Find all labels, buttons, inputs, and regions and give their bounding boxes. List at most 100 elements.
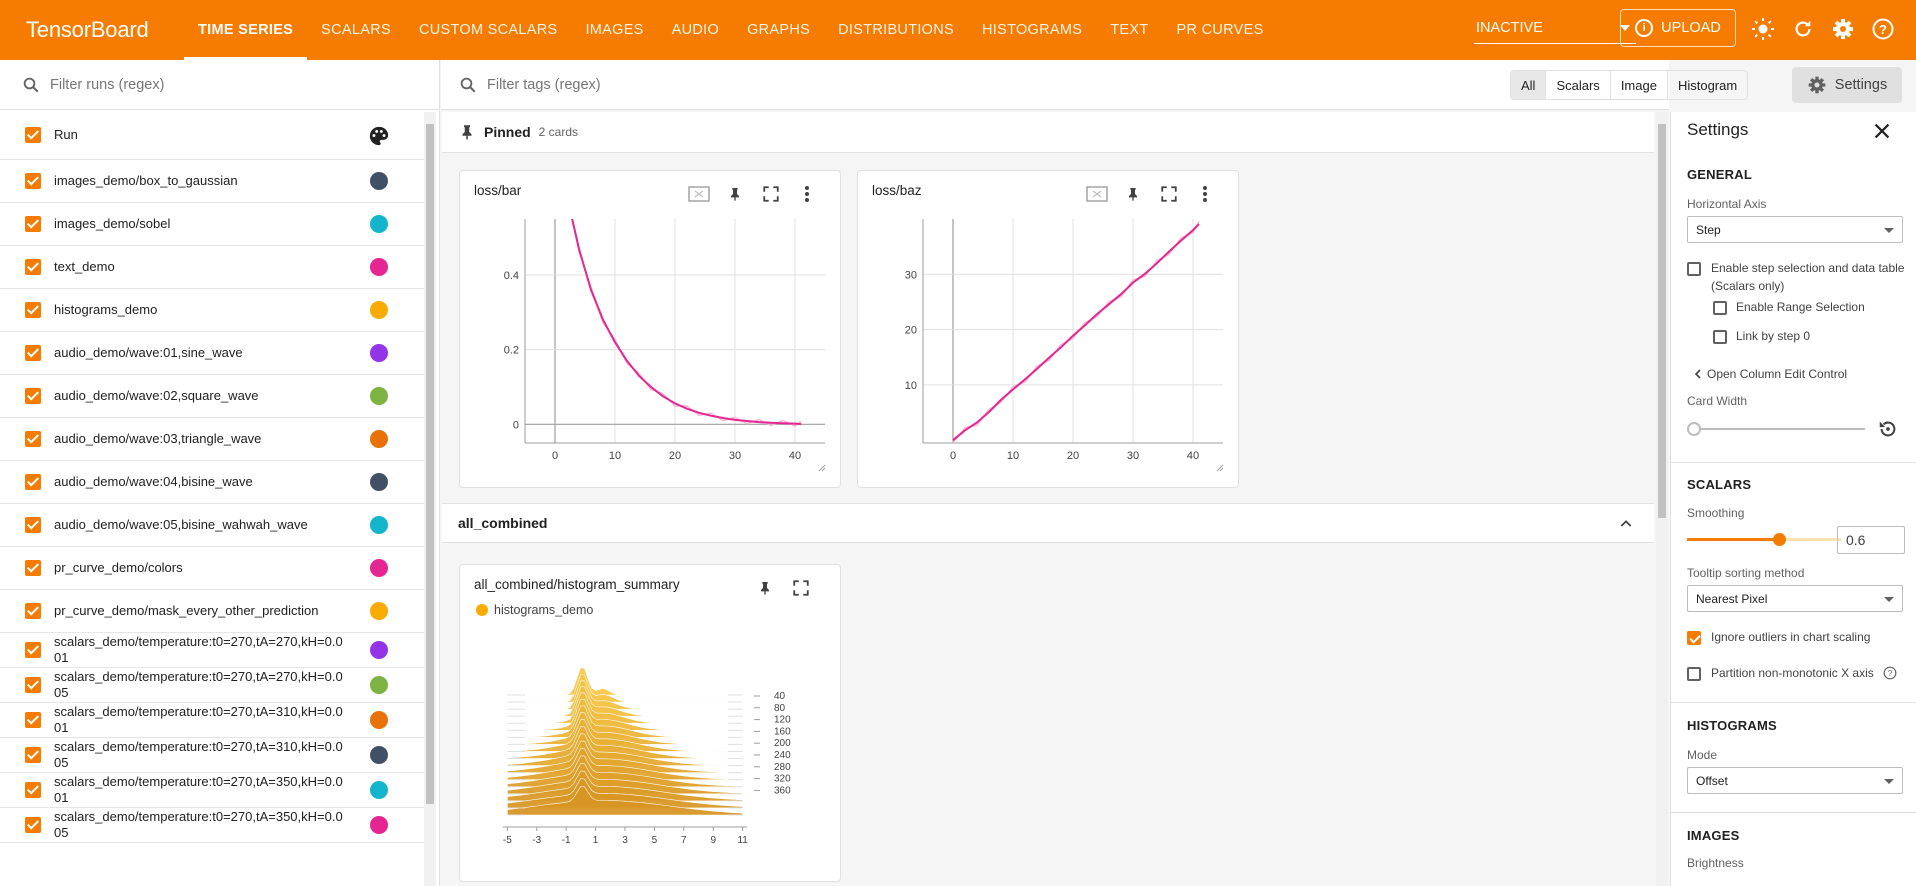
run-row[interactable]: audio_demo/wave:01,sine_wave (0, 332, 424, 375)
pin-button[interactable] (754, 577, 776, 599)
run-color-swatch[interactable] (370, 473, 388, 491)
tab-distributions[interactable]: DISTRIBUTIONS (838, 22, 955, 38)
smoothing-input[interactable]: 0.6 (1837, 526, 1905, 554)
run-color-swatch[interactable] (370, 746, 388, 764)
tab-audio[interactable]: AUDIO (671, 22, 720, 38)
run-checkbox[interactable] (25, 388, 41, 404)
select-all-checkbox[interactable] (25, 126, 41, 143)
run-row[interactable]: scalars_demo/temperature:t0=270,tA=270,k… (0, 668, 424, 703)
run-checkbox[interactable] (25, 817, 41, 833)
tab-images[interactable]: IMAGES (585, 22, 644, 38)
run-row[interactable]: scalars_demo/temperature:t0=270,tA=310,k… (0, 738, 424, 773)
run-color-swatch[interactable] (370, 641, 388, 659)
run-row[interactable]: scalars_demo/temperature:t0=270,tA=350,k… (0, 773, 424, 808)
more-options-button[interactable] (1194, 183, 1216, 205)
filter-all[interactable]: All (1511, 71, 1547, 99)
runs-scrollbar[interactable] (424, 112, 436, 886)
fullscreen-button[interactable] (790, 577, 812, 599)
app-title[interactable]: TensorBoard (26, 17, 149, 42)
run-checkbox[interactable] (25, 642, 41, 658)
run-checkbox[interactable] (25, 345, 41, 361)
card-width-slider-thumb[interactable] (1687, 422, 1701, 436)
inactive-plugins-select[interactable]: INACTIVE (1474, 12, 1636, 44)
run-checkbox[interactable] (25, 474, 41, 490)
run-row[interactable]: histograms_demo (0, 289, 424, 332)
tab-time-series[interactable]: TIME SERIES (184, 0, 308, 60)
run-row[interactable]: scalars_demo/temperature:t0=270,tA=310,k… (0, 703, 424, 738)
reload-button[interactable] (1790, 16, 1816, 42)
run-row[interactable]: pr_curve_demo/colors (0, 547, 424, 590)
partition-checkbox[interactable] (1687, 667, 1701, 681)
run-checkbox[interactable] (25, 603, 41, 619)
run-color-swatch[interactable] (370, 781, 388, 799)
run-filter[interactable]: Filter runs (regex) (0, 60, 439, 110)
tab-scalars[interactable]: SCALARS (321, 22, 391, 38)
loss-baz-chart[interactable]: 0 10 20 30 40 10 20 30 (858, 171, 1240, 489)
tab-text[interactable]: TEXT (1110, 22, 1149, 38)
run-color-swatch[interactable] (370, 430, 388, 448)
main-scrollbar[interactable] (1656, 112, 1668, 886)
tag-group-header[interactable]: all_combined (442, 503, 1654, 543)
fit-domain-button[interactable] (688, 183, 710, 205)
run-checkbox[interactable] (25, 517, 41, 533)
theme-toggle-button[interactable] (1750, 16, 1776, 42)
run-color-swatch[interactable] (370, 816, 388, 834)
run-checkbox[interactable] (25, 216, 41, 232)
run-color-swatch[interactable] (370, 559, 388, 577)
run-checkbox[interactable] (25, 712, 41, 728)
main-scrollbar-thumb[interactable] (1658, 124, 1666, 518)
run-row[interactable]: audio_demo/wave:03,triangle_wave (0, 418, 424, 461)
run-checkbox[interactable] (25, 747, 41, 763)
run-row[interactable]: audio_demo/wave:05,bisine_wahwah_wave (0, 504, 424, 547)
histogram-mode-select[interactable]: Offset (1687, 767, 1903, 794)
run-checkbox[interactable] (25, 302, 41, 318)
loss-bar-chart[interactable]: 0 10 20 30 40 0 0.2 0.4 (460, 171, 842, 489)
run-checkbox[interactable] (25, 431, 41, 447)
upload-button[interactable]: i UPLOAD (1620, 9, 1736, 47)
run-checkbox[interactable] (25, 560, 41, 576)
open-column-edit-button[interactable]: Open Column Edit Control (1693, 365, 1847, 383)
filter-image[interactable]: Image (1611, 71, 1668, 99)
range-selection-checkbox[interactable] (1713, 301, 1727, 315)
run-color-swatch[interactable] (370, 344, 388, 362)
run-row[interactable]: text_demo (0, 246, 424, 289)
chevron-up-icon[interactable] (1618, 516, 1634, 532)
run-row[interactable]: audio_demo/wave:02,square_wave (0, 375, 424, 418)
run-row[interactable]: audio_demo/wave:04,bisine_wave (0, 461, 424, 504)
palette-icon[interactable] (368, 125, 390, 147)
run-color-swatch[interactable] (370, 387, 388, 405)
run-checkbox[interactable] (25, 259, 41, 275)
run-row[interactable]: images_demo/box_to_gaussian (0, 160, 424, 203)
help-button[interactable]: ? (1870, 16, 1896, 42)
run-row[interactable]: images_demo/sobel (0, 203, 424, 246)
global-settings-button[interactable] (1830, 16, 1856, 42)
run-row[interactable]: pr_curve_demo/mask_every_other_predictio… (0, 590, 424, 633)
more-options-button[interactable] (796, 183, 818, 205)
tab-custom-scalars[interactable]: CUSTOM SCALARS (418, 22, 558, 38)
run-checkbox[interactable] (25, 782, 41, 798)
pin-button[interactable] (724, 183, 746, 205)
help-icon[interactable]: ? (1883, 666, 1897, 680)
reset-icon[interactable] (1877, 418, 1899, 440)
run-color-swatch[interactable] (370, 602, 388, 620)
tag-filter[interactable]: Filter tags (regex) All Scalars Image Histo… (441, 60, 1902, 110)
link-by-step-checkbox[interactable] (1713, 330, 1727, 344)
ignore-outliers-checkbox[interactable] (1687, 631, 1701, 645)
tooltip-sort-select[interactable]: Nearest Pixel (1687, 585, 1903, 612)
run-checkbox[interactable] (25, 677, 41, 693)
resize-handle-icon[interactable] (818, 464, 826, 472)
fullscreen-button[interactable] (1158, 183, 1180, 205)
fullscreen-button[interactable] (760, 183, 782, 205)
run-color-swatch[interactable] (370, 172, 388, 190)
smoothing-slider-thumb[interactable] (1773, 533, 1787, 546)
tab-graphs[interactable]: GRAPHS (747, 22, 811, 38)
run-checkbox[interactable] (25, 173, 41, 189)
settings-toggle-button[interactable]: Settings (1792, 67, 1902, 103)
pin-button[interactable] (1122, 183, 1144, 205)
run-color-swatch[interactable] (370, 215, 388, 233)
resize-handle-icon[interactable] (1216, 464, 1224, 472)
close-icon[interactable] (1871, 120, 1893, 142)
run-row[interactable]: scalars_demo/temperature:t0=270,tA=270,k… (0, 633, 424, 668)
filter-scalars[interactable]: Scalars (1546, 71, 1611, 99)
